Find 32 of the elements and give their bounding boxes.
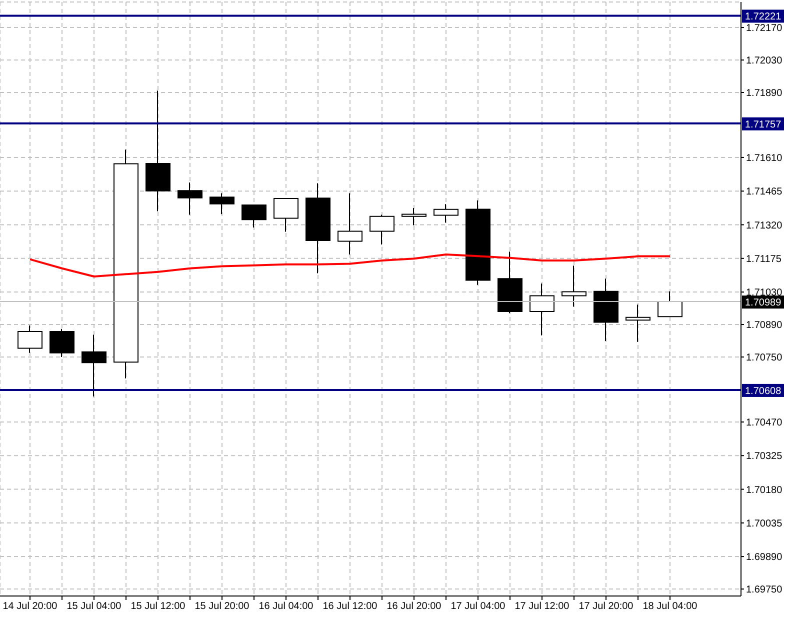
y-tick-label: 1.71610 — [746, 153, 783, 164]
y-tick-label: 1.70750 — [746, 352, 783, 364]
ref-line-label: 1.70608 — [745, 386, 782, 397]
y-tick-label: 1.71890 — [746, 88, 783, 100]
x-tick-label: 15 Jul 20:00 — [194, 601, 250, 612]
x-tick-label: 16 Jul 04:00 — [258, 601, 314, 612]
y-tick-label: 1.71175 — [746, 254, 782, 265]
y-tick-label: 1.70035 — [746, 518, 783, 530]
y-tick-label: 1.71465 — [746, 186, 783, 198]
x-tick-label: 17 Jul 04:00 — [450, 601, 506, 612]
x-tick-label: 16 Jul 12:00 — [322, 601, 378, 612]
y-tick-label: 1.71320 — [746, 220, 783, 232]
y-tick-label: 1.70470 — [746, 418, 783, 429]
x-tick-label: 15 Jul 12:00 — [130, 601, 186, 612]
x-tick-label: 18 Jul 04:00 — [642, 601, 698, 612]
ref-line-label: 1.71757 — [745, 119, 782, 130]
y-tick-label: 1.70890 — [746, 320, 783, 332]
y-tick-label: 1.72170 — [746, 23, 783, 34]
candlestick — [626, 304, 650, 342]
x-tick-label: 16 Jul 20:00 — [386, 601, 442, 612]
ref-line-label: 1.70989 — [745, 298, 782, 309]
y-tick-label: 1.70180 — [746, 484, 783, 496]
x-tick-label: 17 Jul 12:00 — [514, 601, 570, 612]
line-series — [29, 253, 671, 278]
x-tick-label: 14 Jul 20:00 — [2, 601, 58, 612]
y-tick-label: 1.69750 — [746, 584, 783, 596]
y-tick-label: 1.70325 — [746, 451, 783, 462]
x-tick-label: 15 Jul 04:00 — [66, 601, 122, 612]
y-tick-label: 1.72030 — [746, 56, 783, 67]
y-tick-label: 1.69890 — [746, 552, 783, 564]
ref-line-label: 1.72221 — [745, 12, 782, 23]
x-tick-label: 17 Jul 20:00 — [578, 601, 634, 612]
